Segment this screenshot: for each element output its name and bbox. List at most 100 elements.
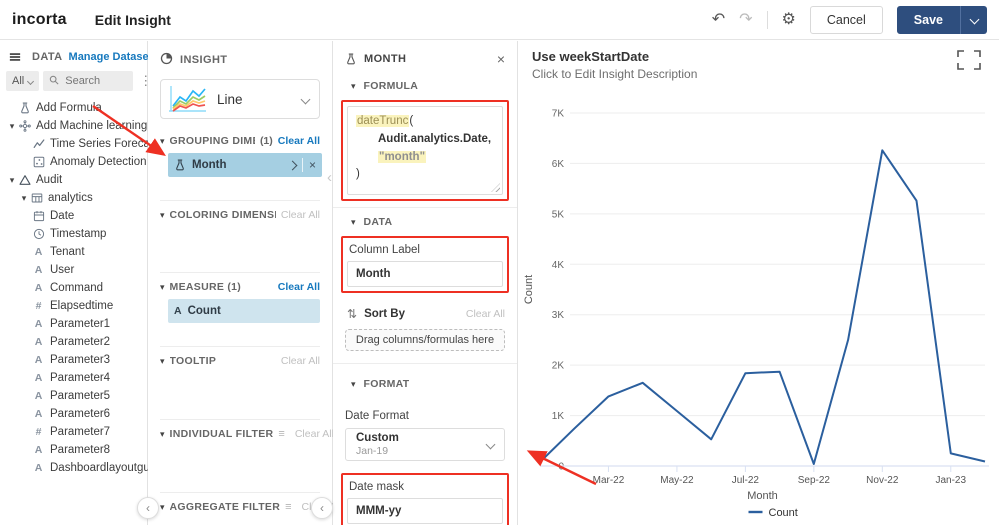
x-axis-title: Month	[747, 490, 778, 502]
string-icon: A	[34, 462, 43, 474]
date-format-label: Date Format	[345, 410, 409, 423]
chart-title[interactable]: Use weekStartDate	[532, 49, 649, 64]
tree-item-add-formula[interactable]: Add Formula	[0, 99, 147, 117]
string-icon: A	[34, 264, 43, 276]
formula-annotation-box: dateTrunc( Audit.analytics.Date, "month"…	[341, 100, 509, 202]
tree-expand-caret[interactable]: ▾	[21, 192, 27, 203]
date-format-select[interactable]: Custom Jan-19	[345, 428, 505, 462]
page-title: Edit Insight	[94, 11, 171, 28]
tree-item-anomaly-detection[interactable]: Anomaly Detection	[0, 153, 147, 171]
save-dropdown-button[interactable]	[960, 5, 987, 34]
x-axis-tick-label: May-22	[660, 475, 694, 486]
tree-expand-caret[interactable]: ▾	[9, 174, 15, 185]
tree-item-timestamp[interactable]: Timestamp	[0, 225, 147, 243]
tree-item-label: Parameter8	[50, 444, 111, 456]
tree-item-time-series-forecasting[interactable]: Time Series Forecasting	[0, 135, 174, 153]
y-axis-tick-label: 0	[558, 462, 564, 473]
chevron-down-icon[interactable]: ▾	[351, 80, 356, 91]
tree-item-label: Date	[50, 210, 75, 222]
tree-item-elapsedtime[interactable]: # Elapsedtime	[0, 297, 147, 315]
chevron-down-icon	[27, 77, 35, 85]
collapse-insight-panel-button[interactable]: ‹	[311, 497, 333, 519]
chip-expand-icon[interactable]	[287, 160, 298, 170]
x-axis-tick-label: Sep-22	[798, 475, 831, 486]
type-filter-dropdown[interactable]: All	[6, 71, 40, 91]
cancel-button[interactable]: Cancel	[809, 5, 883, 34]
tree-item-parameter2[interactable]: A Parameter2	[0, 333, 147, 351]
clear-all-button[interactable]: Clear All	[294, 428, 334, 440]
date-mask-input[interactable]: MMM-yy	[347, 498, 503, 525]
chevron-down-icon[interactable]: ▾	[351, 378, 356, 389]
fullscreen-icon[interactable]	[957, 50, 981, 70]
search-box[interactable]	[43, 71, 134, 91]
clear-all-button[interactable]: Clear All	[277, 135, 320, 147]
chevron-down-icon[interactable]: ▾	[160, 135, 165, 146]
sort-dropzone[interactable]: Drag columns/formulas here	[345, 329, 505, 352]
gear-icon[interactable]: ⚙	[781, 10, 796, 28]
column-label-input[interactable]: Month	[347, 261, 503, 288]
tree-item-command[interactable]: A Command	[0, 279, 147, 297]
string-icon: A	[34, 282, 43, 294]
panel-collapse-caret[interactable]: ‹	[327, 169, 332, 186]
tree-item-add-machine-learning[interactable]: ▾ Add Machine learning	[0, 117, 148, 135]
string-icon: A	[34, 444, 43, 456]
clear-all-button[interactable]: Clear All	[280, 355, 320, 367]
chevron-down-icon[interactable]: ▾	[160, 428, 165, 439]
tree-item-parameter4[interactable]: A Parameter4	[0, 369, 147, 387]
manage-dataset-link[interactable]: Manage Dataset	[68, 50, 153, 63]
tree-item-parameter8[interactable]: A Parameter8	[0, 441, 147, 459]
workspace: DATA Manage Dataset All ⋮ Add Formula▾Ad…	[0, 41, 999, 525]
table-icon	[30, 192, 43, 205]
calendar-icon	[32, 210, 45, 223]
tree-item-analytics[interactable]: ▾ analytics	[0, 189, 147, 207]
chevron-down-icon[interactable]: ▾	[351, 216, 356, 227]
tree-item-label: Command	[50, 282, 104, 294]
chart-type-selector[interactable]: Line	[160, 79, 320, 119]
redo-icon[interactable]: ↷	[739, 10, 753, 28]
chip-remove-icon[interactable]: ×	[308, 158, 316, 172]
chevron-down-icon[interactable]: ▾	[160, 209, 165, 220]
chart-legend[interactable]: Count	[748, 507, 798, 519]
resize-handle[interactable]	[491, 183, 500, 193]
tree-item-audit[interactable]: ▾ Audit	[0, 171, 147, 189]
clear-all-button[interactable]: Clear All	[277, 281, 320, 293]
grouping-chip-month[interactable]: Month ×	[168, 153, 322, 177]
x-axis-tick-label: Jul-22	[732, 475, 760, 486]
measure-chip-count[interactable]: A Count	[168, 299, 320, 323]
chart-subtitle[interactable]: Click to Edit Insight Description	[532, 67, 697, 81]
close-icon[interactable]: ×	[496, 51, 505, 67]
tree-item-parameter7[interactable]: # Parameter7	[0, 423, 147, 441]
string-icon: A	[34, 390, 43, 402]
undo-icon[interactable]: ↶	[711, 10, 726, 28]
clear-all-button[interactable]: Clear All	[280, 209, 320, 221]
section-aggregate-filter: ▾ AGGREGATE FILTER ≡ Clear All	[148, 486, 341, 525]
tree-item-parameter5[interactable]: A Parameter5	[0, 387, 147, 405]
incorta-logo: incorta	[12, 10, 67, 28]
search-input[interactable]	[63, 74, 128, 88]
tree-item-date[interactable]: Date	[0, 207, 147, 225]
formula-string-arg: "month"	[378, 150, 427, 163]
tree-item-parameter3[interactable]: A Parameter3	[0, 351, 147, 369]
tree-item-dashboardlayoutguid[interactable]: A Dashboardlayoutguid	[0, 459, 159, 477]
number-icon: #	[35, 426, 42, 438]
filter-list-icon[interactable]: ≡	[278, 428, 285, 440]
y-axis-title: Count	[523, 275, 535, 304]
save-button[interactable]: Save	[896, 5, 960, 34]
tree-item-parameter6[interactable]: A Parameter6	[0, 405, 147, 423]
anomaly-icon	[32, 156, 45, 169]
clear-all-button[interactable]: Clear All	[465, 308, 505, 321]
y-axis-tick-label: 6K	[552, 159, 565, 170]
chevron-down-icon[interactable]: ▾	[160, 355, 165, 366]
filter-list-icon[interactable]: ≡	[285, 501, 292, 513]
formula-editor[interactable]: dateTrunc( Audit.analytics.Date, "month"…	[347, 106, 503, 196]
tree-item-label: analytics	[48, 192, 93, 204]
tree-item-tenant[interactable]: A Tenant	[0, 243, 147, 261]
collapse-data-panel-button[interactable]: ‹	[137, 497, 159, 519]
y-axis-tick-label: 3K	[552, 310, 565, 321]
tree-item-parameter1[interactable]: A Parameter1	[0, 315, 147, 333]
y-axis-tick-label: 7K	[552, 109, 565, 120]
chevron-down-icon[interactable]: ▾	[160, 501, 165, 512]
tree-expand-caret[interactable]: ▾	[9, 120, 15, 131]
chevron-down-icon[interactable]: ▾	[160, 281, 165, 292]
tree-item-user[interactable]: A User	[0, 261, 147, 279]
